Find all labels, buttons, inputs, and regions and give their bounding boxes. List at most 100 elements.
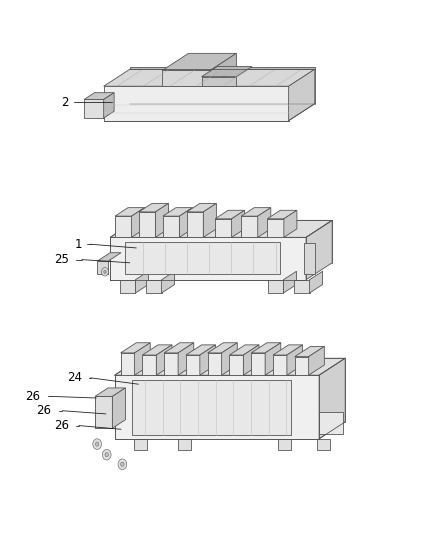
Polygon shape [139, 204, 169, 212]
Polygon shape [222, 343, 237, 375]
Polygon shape [146, 280, 162, 293]
Polygon shape [283, 271, 297, 293]
Polygon shape [268, 280, 283, 293]
Polygon shape [258, 208, 271, 237]
Polygon shape [104, 86, 289, 120]
Polygon shape [163, 208, 192, 216]
Polygon shape [162, 70, 210, 86]
Polygon shape [120, 343, 150, 353]
Circle shape [120, 462, 124, 466]
Circle shape [118, 459, 127, 470]
Polygon shape [104, 93, 114, 118]
Polygon shape [273, 345, 303, 355]
Polygon shape [295, 357, 309, 375]
Polygon shape [232, 211, 245, 237]
Text: 26: 26 [25, 390, 41, 403]
Polygon shape [186, 355, 200, 375]
Polygon shape [201, 67, 252, 77]
Polygon shape [319, 358, 345, 439]
Text: 2: 2 [61, 95, 69, 109]
Polygon shape [142, 345, 172, 355]
Circle shape [105, 453, 109, 457]
Polygon shape [244, 345, 259, 375]
Polygon shape [131, 208, 145, 237]
Polygon shape [309, 346, 324, 375]
Polygon shape [210, 53, 237, 86]
Polygon shape [241, 216, 258, 237]
Polygon shape [97, 253, 121, 261]
Polygon shape [162, 53, 237, 70]
Polygon shape [208, 343, 237, 353]
Polygon shape [132, 381, 291, 434]
Polygon shape [304, 243, 315, 274]
Polygon shape [113, 388, 125, 428]
Polygon shape [306, 220, 332, 280]
Text: 24: 24 [67, 372, 82, 384]
Polygon shape [142, 355, 156, 375]
Polygon shape [319, 413, 343, 433]
Polygon shape [163, 216, 180, 237]
Polygon shape [139, 212, 155, 237]
Polygon shape [104, 69, 315, 86]
Polygon shape [134, 439, 147, 450]
Polygon shape [208, 353, 222, 375]
Polygon shape [156, 345, 172, 375]
Polygon shape [215, 211, 245, 219]
Polygon shape [203, 204, 216, 237]
Polygon shape [200, 345, 215, 375]
Polygon shape [178, 439, 191, 450]
Polygon shape [84, 93, 114, 100]
Polygon shape [120, 353, 134, 375]
Polygon shape [186, 345, 215, 355]
Polygon shape [180, 208, 192, 237]
Polygon shape [125, 241, 280, 274]
Text: 1: 1 [74, 238, 82, 251]
Text: 26: 26 [36, 404, 51, 417]
Polygon shape [115, 208, 145, 216]
Polygon shape [251, 353, 265, 375]
Polygon shape [97, 261, 108, 274]
Polygon shape [215, 219, 232, 237]
Polygon shape [267, 211, 297, 219]
Circle shape [95, 442, 99, 446]
Polygon shape [115, 216, 131, 237]
Polygon shape [115, 358, 345, 375]
Polygon shape [310, 271, 322, 293]
Polygon shape [187, 204, 216, 212]
Polygon shape [317, 439, 330, 450]
Polygon shape [230, 345, 259, 355]
Polygon shape [134, 343, 150, 375]
Polygon shape [135, 271, 148, 293]
Polygon shape [251, 343, 281, 353]
Circle shape [93, 439, 102, 449]
Circle shape [102, 268, 109, 276]
Polygon shape [287, 345, 303, 375]
Polygon shape [201, 77, 237, 86]
Polygon shape [115, 375, 319, 439]
Polygon shape [267, 219, 284, 237]
Polygon shape [110, 237, 306, 280]
Polygon shape [295, 346, 324, 357]
Polygon shape [164, 343, 194, 353]
Polygon shape [294, 280, 310, 293]
Polygon shape [289, 69, 315, 120]
Polygon shape [95, 388, 125, 397]
Polygon shape [155, 204, 169, 237]
Polygon shape [230, 355, 244, 375]
Polygon shape [284, 211, 297, 237]
Polygon shape [95, 397, 113, 428]
Polygon shape [273, 355, 287, 375]
Polygon shape [241, 208, 271, 216]
Polygon shape [278, 439, 291, 450]
Polygon shape [162, 271, 175, 293]
Polygon shape [187, 212, 203, 237]
Polygon shape [130, 67, 315, 69]
Polygon shape [120, 280, 135, 293]
Polygon shape [164, 353, 178, 375]
Circle shape [102, 449, 111, 460]
Polygon shape [178, 343, 194, 375]
Text: 25: 25 [54, 253, 69, 266]
Circle shape [104, 270, 106, 273]
Text: 26: 26 [54, 419, 69, 432]
Polygon shape [265, 343, 281, 375]
